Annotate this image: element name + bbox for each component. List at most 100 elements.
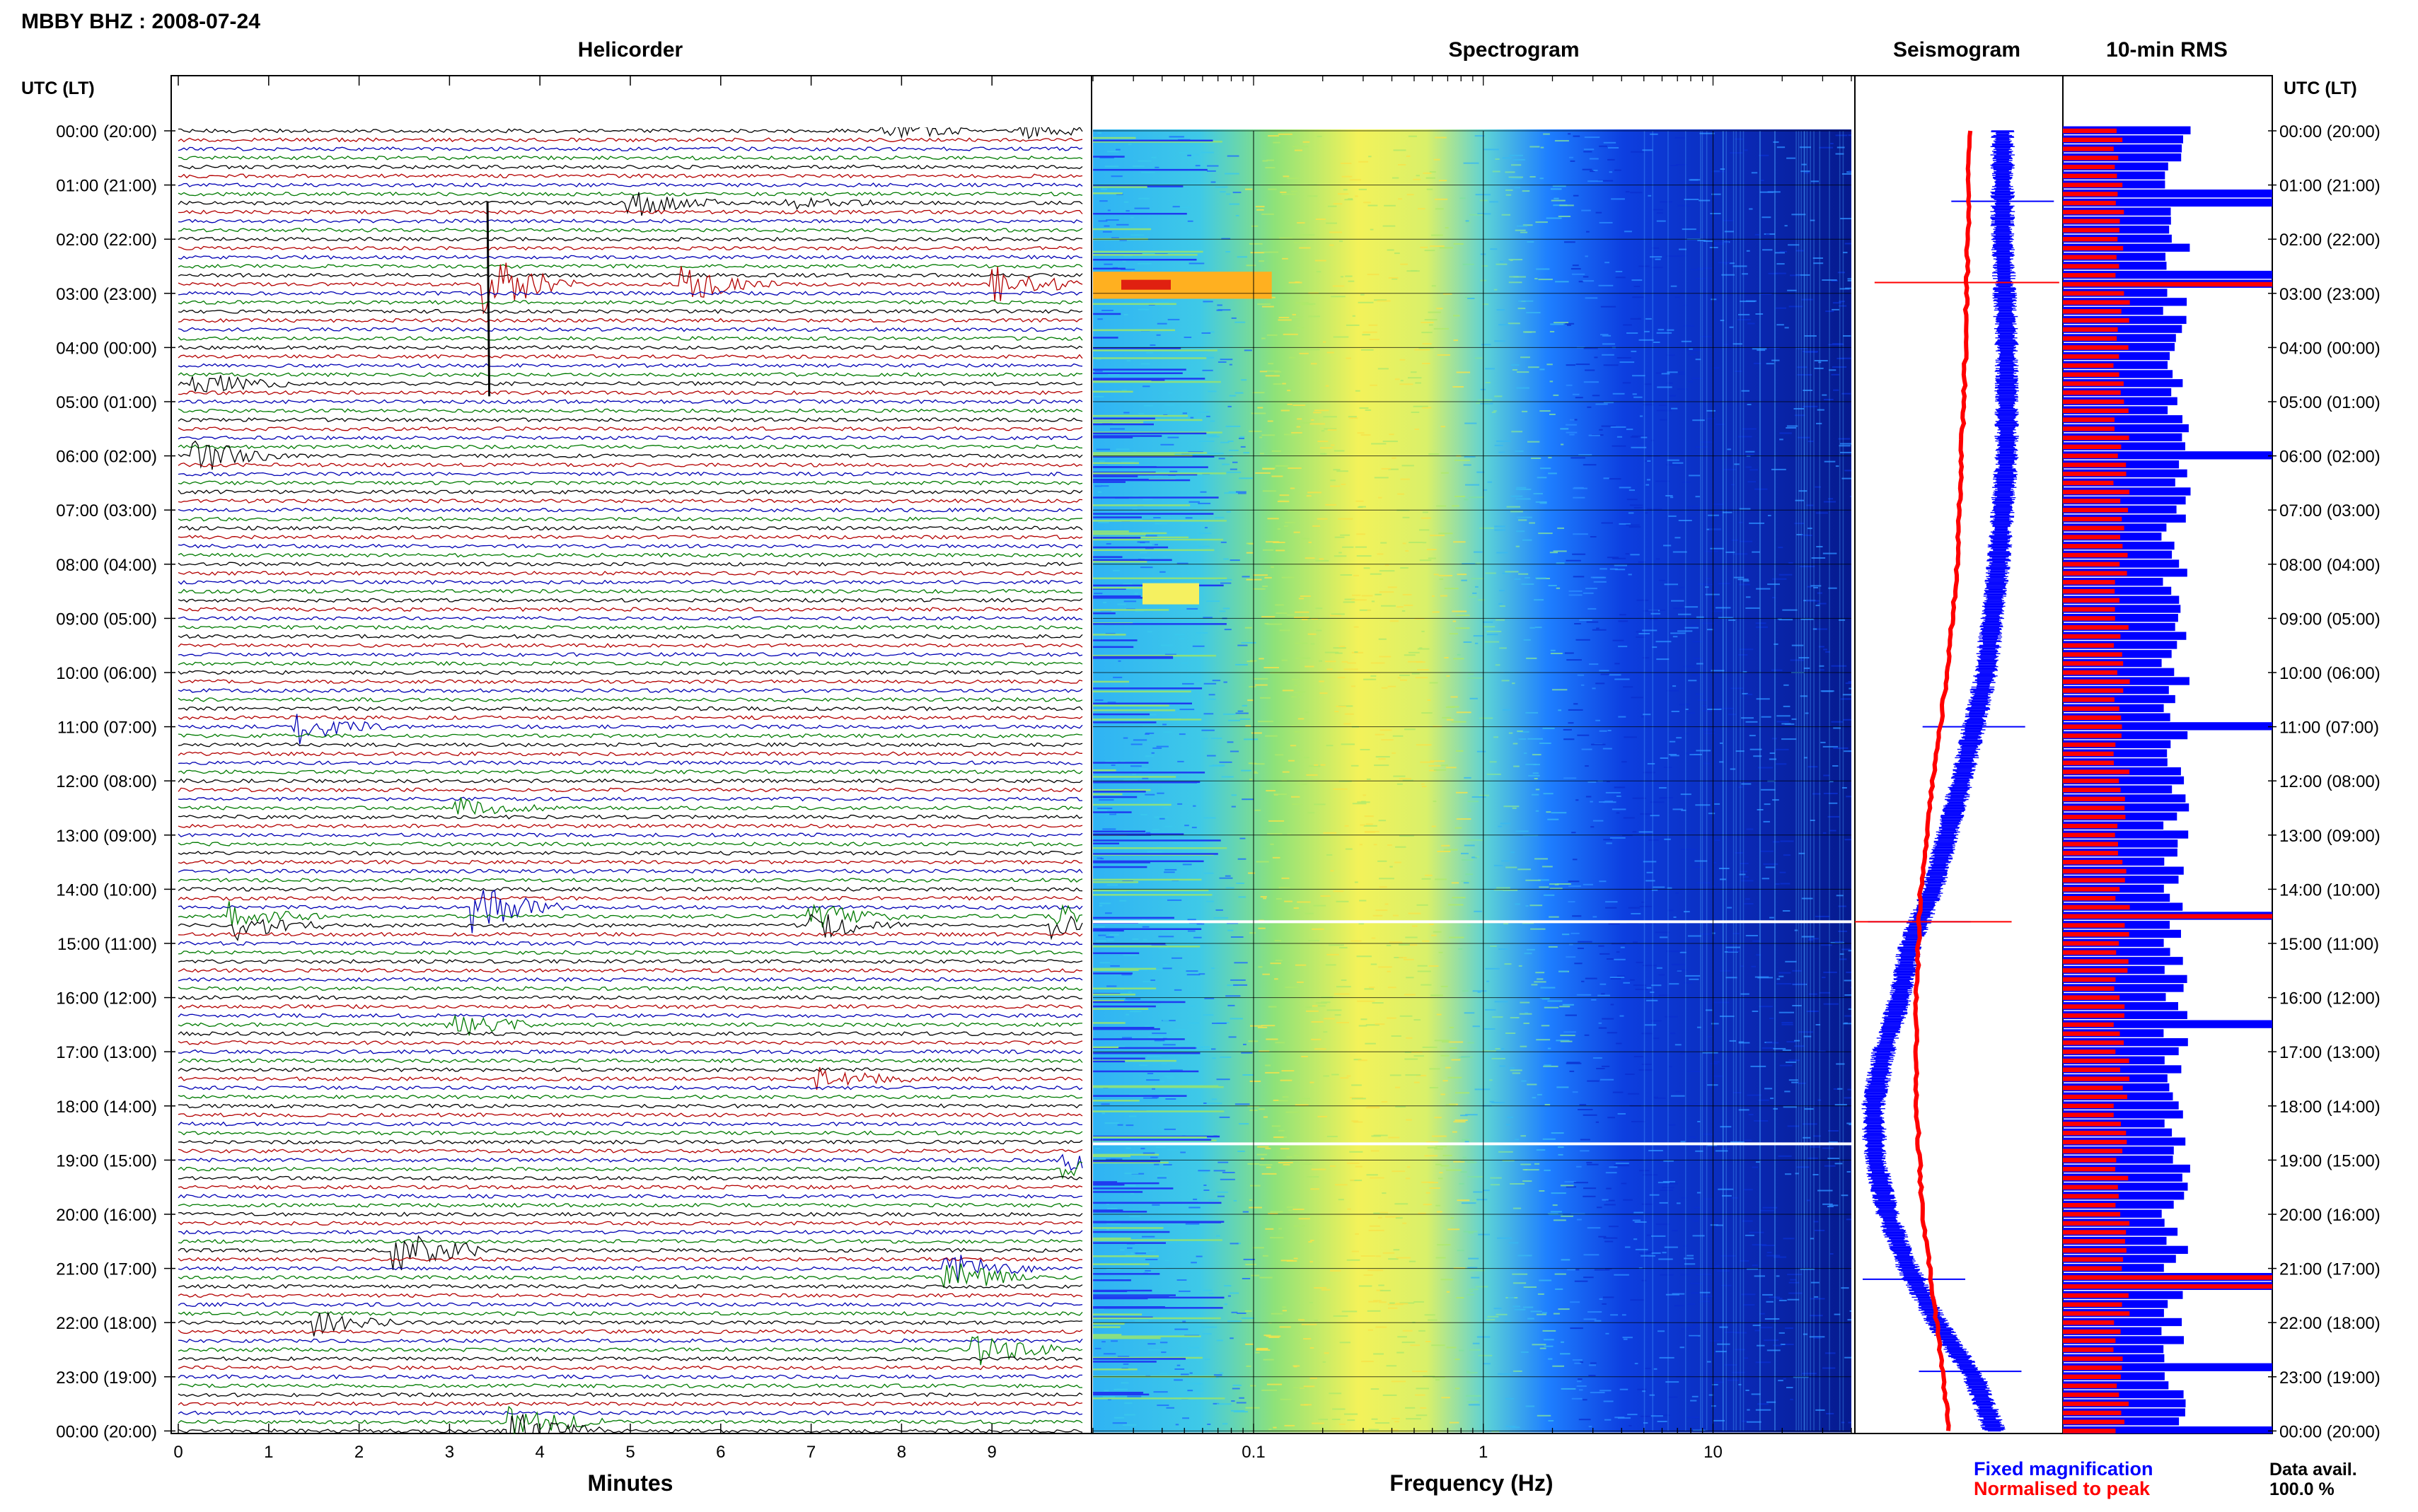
spectrogram-speckle [1554,140,1569,142]
spectrogram-speckle [1395,1303,1408,1305]
spectrogram-speckle [1746,1268,1759,1270]
spectrogram-speckle [1631,446,1647,448]
spectrogram-speckle [1267,833,1283,834]
spectrogram-speckle [1678,520,1692,521]
spectrogram-speckle [1292,405,1306,406]
spectrogram-speckle [1428,557,1436,559]
spectrogram-speckle [1746,250,1750,252]
spectrogram-speckle [1229,203,1239,205]
spectrogram-speckle [1356,955,1372,958]
spectrogram-speckle [1234,962,1248,964]
spectrogram-speckle [1395,846,1406,848]
spectrogram-speckle [1585,297,1598,299]
spectrogram-speckle [1341,979,1347,981]
spectrogram-speckle [1455,1092,1470,1094]
spectrogram-speckle [1526,657,1537,659]
spectrogram-speckle [1742,692,1748,694]
spectrogram-speckle [1457,574,1467,576]
spectrogram-speckle [1327,429,1337,431]
spectrogram-speckle [1428,1319,1438,1321]
spectrogram-speckle [1244,1310,1252,1312]
spectrogram-speckle [1297,694,1302,696]
spectrogram-speckle [1822,279,1837,281]
spectrogram-speckle [1836,146,1845,149]
spectrogram-speckle [1844,1022,1848,1024]
spectrogram-stripe [1093,537,1141,539]
spectrogram-speckle [1179,151,1188,153]
spectrogram-speckle [1690,269,1704,271]
spectrogram-speckle [1593,170,1598,171]
spectrogram-speckle [1568,880,1580,883]
spectrogram-speckle [1779,438,1783,441]
spectrogram-speckle [1445,227,1449,229]
helicorder-trace [178,336,1083,341]
spectrogram-speckle [1376,1255,1382,1257]
spectrogram-speckle [1700,335,1712,337]
spectrogram-speckle [1360,349,1374,351]
spectrogram-speckle [1179,709,1195,711]
spectrogram-speckle [1682,228,1696,231]
spectrogram-stripe [1093,419,1203,421]
spectrogram-speckle [1305,1006,1312,1008]
helicorder-trace [178,264,1083,269]
spectrogram-speckle [1729,326,1734,328]
spectrogram-speckle [1629,979,1635,981]
spectrogram-speckle [1128,991,1132,993]
spectrogram-speckle [1326,1009,1342,1011]
spectrogram-speckle [1696,231,1705,233]
spectrogram-speckle [1314,1048,1326,1050]
spectrogram-speckle [1268,1337,1280,1338]
spectrogram-speckle [1561,1341,1564,1343]
spectrogram-speckle [1415,382,1421,384]
spectrogram-speckle [1098,521,1109,523]
spectrogram-speckle [1819,669,1824,671]
spectrogram-speckle [1230,559,1240,562]
spectrogram-speckle [1143,981,1155,982]
spectrogram-speckle [1461,579,1467,581]
spectrogram-speckle [1109,934,1119,936]
spectrogram-speckle [1433,769,1447,771]
spectrogram-speckle [1106,1220,1115,1222]
spectrogram-speckle [1650,815,1660,817]
spectrogram-speckle [1447,706,1459,708]
spectrogram-speckle [1643,657,1650,659]
spectrogram-speckle [1574,623,1581,624]
spectrogram-speckle [1215,516,1225,518]
spectrogram-speckle [1358,161,1368,163]
spectrogram-speckle [1520,1351,1529,1353]
spectrogram-speckle [1746,828,1754,830]
spectrogram-speckle [1198,1170,1210,1172]
spectrogram-speckle [1627,1093,1640,1095]
spectrogram-stripe [1093,789,1151,791]
spectrogram-speckle [1451,882,1459,884]
spectrogram-speckle [1260,896,1267,898]
spectrogram-stripe [1093,1239,1222,1241]
spectrogram-speckle [1400,478,1410,480]
spectrogram-speckle [1653,886,1665,888]
spectrogram-speckle [1322,1361,1326,1363]
spectrogram-stripe [1093,559,1172,562]
spectrogram-speckle [1143,1152,1155,1154]
spectrogram-speckle [1187,919,1196,921]
spectrogram-speckle [1153,302,1169,304]
spectrogram-speckle [1256,209,1264,211]
spectrogram-speckle [1603,477,1609,479]
spectrogram-speckle [1594,1320,1602,1322]
spectrogram-speckle [1598,1022,1602,1024]
spectrogram-speckle [1810,180,1819,182]
spectrogram-speckle [1343,601,1355,603]
spectrogram-stripe [1093,1086,1224,1088]
spectrogram-speckle [1499,647,1507,649]
spectrogram-speckle [1440,1165,1450,1167]
spectrogram-speckle [1120,268,1135,270]
spectrogram-speckle [1398,198,1402,200]
spectrogram-speckle [1234,392,1244,394]
spectrogram-speckle [1639,1252,1650,1254]
spectrogram-speckle [1744,149,1748,151]
spectrogram-speckle [1271,1125,1281,1127]
spectrogram-speckle [1698,583,1708,585]
spectrogram-speckle [1708,1394,1714,1396]
spectrogram-speckle [1553,394,1559,396]
spectrogram-speckle [1633,984,1646,987]
spectrogram-speckle [1279,629,1290,632]
